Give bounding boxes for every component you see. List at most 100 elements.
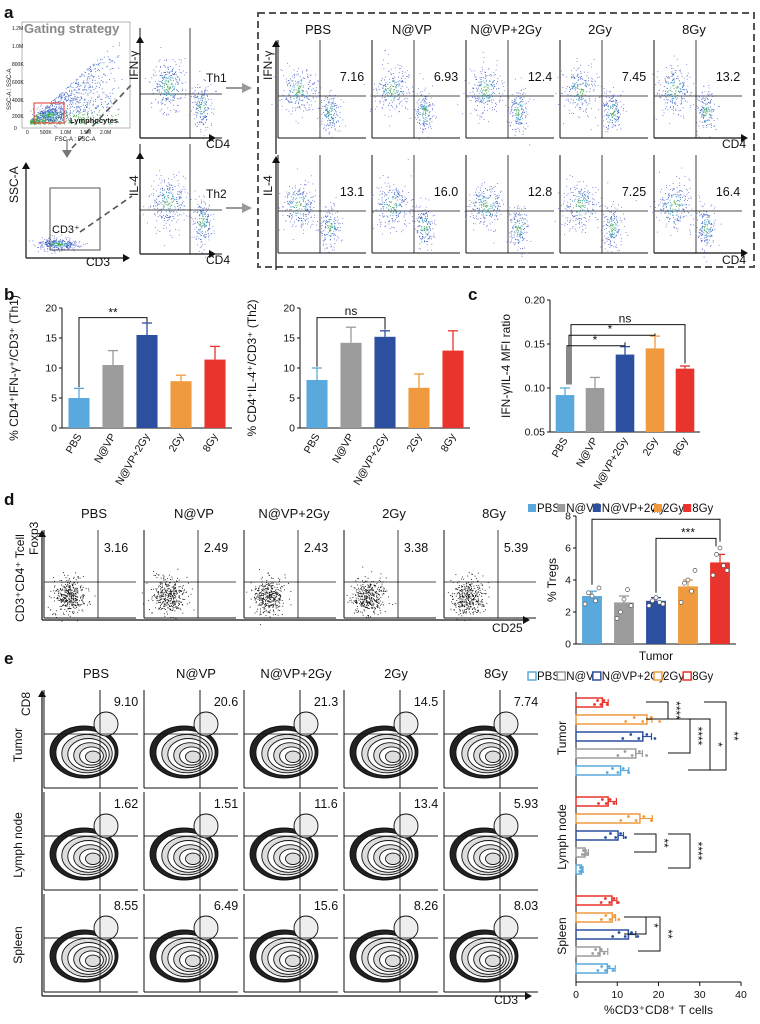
flow-event [585, 80, 587, 82]
flow-event [180, 72, 182, 74]
flow-event [419, 225, 420, 227]
flow-event [426, 244, 428, 246]
flow-event [398, 192, 399, 194]
flow-event [207, 86, 209, 87]
flow-event [494, 74, 496, 75]
flow-event [425, 121, 427, 123]
flow-event [570, 88, 572, 90]
flow-event [475, 193, 477, 195]
flow-event [195, 111, 197, 113]
flow-event [422, 106, 424, 108]
flow-event [408, 211, 410, 212]
flow-event [287, 193, 289, 195]
flow-event [300, 223, 302, 225]
flow-event [69, 99, 71, 101]
flow-event [522, 130, 524, 132]
flow-event [326, 115, 327, 117]
flow-event [78, 83, 80, 85]
flow-event [117, 56, 119, 58]
flow-event [332, 109, 334, 111]
flow-event [427, 233, 429, 235]
flow-event [50, 108, 52, 110]
flow-event [293, 211, 295, 213]
flow-event [428, 115, 430, 116]
flow-event [518, 117, 519, 119]
flow-event [474, 96, 476, 98]
flow-event [315, 95, 317, 97]
flow-event [202, 123, 204, 125]
flow-event [333, 100, 335, 102]
flow-event [58, 97, 59, 99]
flow-event [396, 84, 398, 85]
flow-event [489, 215, 491, 217]
flow-event [43, 112, 45, 113]
flow-event [429, 227, 430, 229]
flow-event [332, 102, 334, 104]
flow-event [151, 106, 153, 108]
flow-event [45, 116, 47, 118]
flow-event [492, 205, 494, 207]
flow-event [403, 201, 404, 202]
flow-event [77, 79, 79, 80]
flow-event [278, 229, 280, 231]
flow-event [200, 225, 202, 227]
flow-event [63, 97, 65, 98]
flow-event [87, 111, 89, 113]
flow-event [482, 97, 484, 99]
flow-event [188, 215, 190, 217]
flow-event [482, 209, 484, 211]
flow-event [424, 119, 426, 120]
flow-event [429, 118, 431, 120]
flow-event [37, 123, 39, 124]
flow-event [172, 90, 173, 91]
flow-event [56, 119, 58, 121]
flow-event [50, 243, 52, 245]
flow-event [514, 103, 516, 104]
flow-event [296, 98, 298, 100]
flow-event [93, 122, 95, 124]
flow-event [67, 248, 69, 250]
flow-event [479, 97, 481, 99]
flow-event [430, 230, 431, 232]
flow-event [382, 94, 383, 96]
flow-event [176, 174, 177, 176]
flow-event [70, 104, 72, 105]
flow-event [83, 118, 85, 119]
flow-event [380, 203, 382, 205]
flow-event [382, 213, 384, 214]
flow-event [303, 215, 304, 217]
flow-event [479, 81, 481, 83]
flow-event [421, 216, 423, 218]
flow-event [410, 199, 412, 201]
flow-event [198, 105, 200, 107]
flow-event [392, 221, 394, 223]
flow-event [579, 109, 580, 110]
flow-event [207, 210, 208, 211]
flow-event [167, 86, 169, 88]
flow-event [66, 247, 67, 248]
flow-event [38, 114, 40, 116]
flow-event [103, 73, 105, 75]
flow-event [58, 241, 60, 243]
flow-event [520, 104, 522, 106]
flow-event [302, 199, 304, 201]
flow-event [107, 103, 109, 105]
flow-event [513, 234, 515, 236]
flow-event [489, 223, 491, 225]
flow-event [202, 225, 204, 226]
flow-event [38, 120, 40, 122]
flow-event [94, 79, 96, 81]
flow-event [401, 65, 403, 67]
flow-event [203, 117, 204, 119]
flow-event [389, 201, 391, 203]
flow-event [428, 221, 430, 223]
flow-event [86, 82, 88, 84]
flow-event [392, 86, 394, 87]
flow-event [52, 241, 54, 243]
flow-event [81, 97, 82, 99]
flow-event [42, 243, 44, 245]
flow-event [290, 196, 292, 198]
flow-event [56, 245, 58, 247]
flow-event [413, 223, 415, 225]
flow-event [54, 108, 56, 110]
